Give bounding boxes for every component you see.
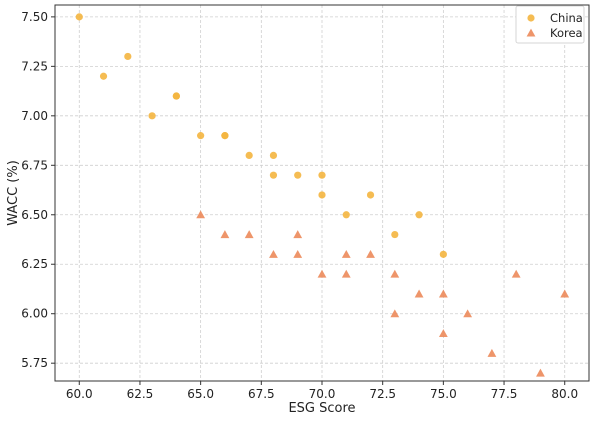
- y-tick-label: 5.75: [21, 356, 48, 370]
- china-point: [294, 171, 302, 179]
- china-point: [391, 230, 399, 239]
- y-tick-label: 7.00: [21, 109, 48, 123]
- legend-china-marker: [527, 14, 535, 22]
- china-point: [318, 171, 326, 179]
- china-point: [366, 191, 375, 199]
- china-point: [342, 211, 350, 219]
- x-tick-label: 72.5: [369, 387, 396, 401]
- x-tick-label: 65.0: [187, 387, 214, 401]
- y-tick-label: 6.75: [21, 158, 48, 172]
- grid: [55, 5, 589, 381]
- china-point: [269, 151, 278, 159]
- china-point: [318, 191, 326, 199]
- korea-point: [220, 230, 230, 239]
- korea-point: [341, 269, 351, 278]
- x-axis-title: ESG Score: [288, 401, 355, 416]
- x-tick-label: 75.0: [430, 387, 457, 401]
- china-point: [148, 112, 156, 120]
- y-tick-label: 6.50: [21, 208, 48, 222]
- legend-china-label: China: [550, 11, 583, 25]
- korea-point: [269, 249, 278, 258]
- korea-point: [487, 348, 497, 357]
- korea-point: [438, 329, 448, 338]
- korea-point: [390, 309, 400, 318]
- china-point: [269, 171, 278, 179]
- korea-point: [414, 289, 424, 298]
- korea-point: [560, 289, 570, 298]
- korea-point: [293, 230, 303, 239]
- china-point: [415, 211, 423, 219]
- china-point: [245, 151, 253, 159]
- korea-point: [463, 309, 473, 318]
- china-point: [172, 92, 180, 100]
- korea-point: [511, 269, 521, 278]
- korea-point: [293, 249, 303, 258]
- korea-point: [341, 249, 351, 258]
- korea-point: [390, 269, 400, 278]
- legend-korea-marker: [526, 28, 536, 37]
- china-point: [221, 132, 229, 140]
- x-axis-ticks: 60.0 62.5 65.0 67.5 70.0 72.5 75.0 77.5 80.0: [66, 381, 578, 401]
- y-tick-label: 7.25: [21, 59, 48, 73]
- x-tick-label: 70.0: [309, 387, 336, 401]
- y-axis-title: WACC (%): [6, 160, 21, 226]
- china-point: [124, 52, 132, 61]
- data-points: [75, 13, 570, 377]
- korea-point: [317, 269, 327, 278]
- legend-korea-label: Korea: [550, 26, 583, 40]
- y-tick-label: 6.00: [21, 307, 48, 321]
- korea-point: [536, 368, 545, 377]
- series-china: [75, 13, 447, 258]
- series-korea: [196, 210, 570, 377]
- y-tick-label: 6.25: [21, 257, 48, 271]
- x-tick-label: 60.0: [66, 387, 93, 401]
- china-point: [197, 132, 205, 140]
- x-tick-label: 80.0: [551, 387, 578, 401]
- korea-point: [366, 249, 375, 258]
- korea-point: [438, 289, 448, 298]
- x-tick-label: 77.5: [491, 387, 518, 401]
- korea-point: [244, 230, 254, 239]
- korea-point: [196, 210, 206, 219]
- y-tick-label: 7.50: [21, 10, 48, 24]
- china-point: [75, 13, 83, 21]
- x-tick-label: 62.5: [127, 387, 154, 401]
- china-point: [439, 250, 447, 258]
- x-tick-label: 67.5: [248, 387, 275, 401]
- china-point: [99, 72, 108, 80]
- y-axis-ticks: 5.75 6.00 6.25 6.50 6.75 7.00 7.25 7.50: [21, 10, 55, 370]
